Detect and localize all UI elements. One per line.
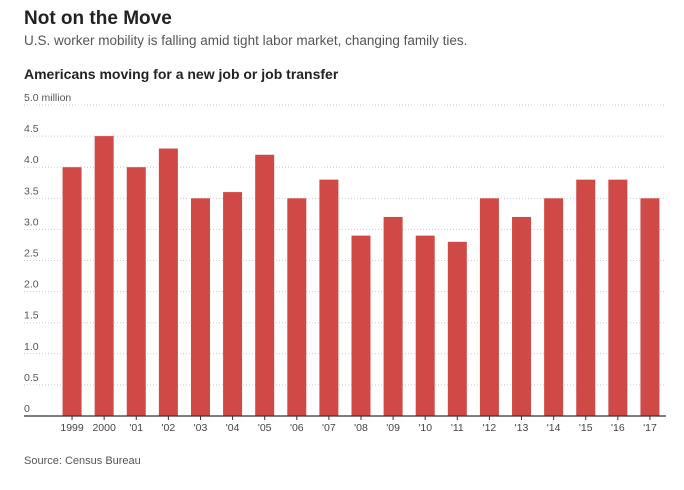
x-tick-label: '15	[579, 422, 593, 434]
bar-12	[479, 198, 499, 416]
bar-05	[255, 154, 275, 416]
bar-17	[640, 198, 660, 416]
x-tick-label: '08	[354, 422, 368, 434]
y-tick-label: 2.0	[24, 279, 39, 291]
bar-13	[512, 216, 532, 416]
bar-03	[190, 198, 210, 416]
y-tick-label: 0.5	[24, 372, 39, 384]
x-tick-label: '11	[451, 422, 464, 434]
chart-heading: Americans moving for a new job or job tr…	[24, 66, 339, 82]
x-tick-label: '12	[483, 422, 497, 434]
bar-02	[158, 148, 178, 417]
y-tick-label: 0	[24, 403, 30, 415]
y-tick-label: 3.5	[24, 185, 39, 197]
x-tick-label: '17	[643, 422, 657, 434]
bar-09	[383, 216, 403, 416]
x-tick-label: '07	[322, 422, 336, 434]
x-tick-label: '13	[515, 422, 529, 434]
x-tick-label: '04	[226, 422, 240, 434]
x-tick-label: '14	[547, 422, 561, 434]
bar-08	[351, 235, 371, 416]
bar-06	[287, 198, 307, 416]
x-tick-label: 1999	[60, 422, 84, 434]
x-tick-label: 2000	[92, 422, 116, 434]
x-tick-label: '10	[418, 422, 432, 434]
bars	[62, 136, 660, 417]
x-tick-label: '05	[258, 422, 272, 434]
x-tick-label: '01	[129, 422, 143, 434]
y-tick-label: 4.5	[24, 123, 39, 135]
bar-16	[608, 179, 628, 416]
bar-01	[126, 167, 146, 416]
y-tick-label: 2.5	[24, 248, 39, 260]
bar-07	[319, 179, 339, 416]
y-tick-label: 1.5	[24, 310, 39, 322]
x-tick-label: '06	[290, 422, 304, 434]
bar-10	[415, 235, 435, 416]
gridlines	[24, 104, 666, 386]
bar-15	[576, 179, 596, 416]
axes: 0 0.5 1.0 1.5 2.0 2.5 3.0 3.5 4.0 4.5 5.0 million 1…	[24, 92, 666, 434]
x-tick-label: '16	[611, 422, 625, 434]
y-tick-label: 3.0	[24, 216, 39, 228]
bar-2000	[94, 136, 114, 416]
y-tick-label: 1.0	[24, 341, 39, 353]
x-tick-label: '02	[162, 422, 176, 434]
y-tick-label: 5.0 million	[24, 92, 71, 104]
x-tick-label: '03	[194, 422, 208, 434]
chart-subtitle: U.S. worker mobility is falling amid tig…	[24, 33, 468, 48]
bar-14	[544, 198, 564, 416]
bar-04	[223, 192, 243, 416]
x-tick-label: '09	[386, 422, 400, 434]
source-note: Source: Census Bureau	[24, 455, 141, 467]
y-tick-label: 4.0	[24, 154, 39, 166]
chart-title: Not on the Move	[24, 8, 172, 29]
bar-1999	[62, 167, 82, 416]
bar-11	[447, 241, 467, 416]
